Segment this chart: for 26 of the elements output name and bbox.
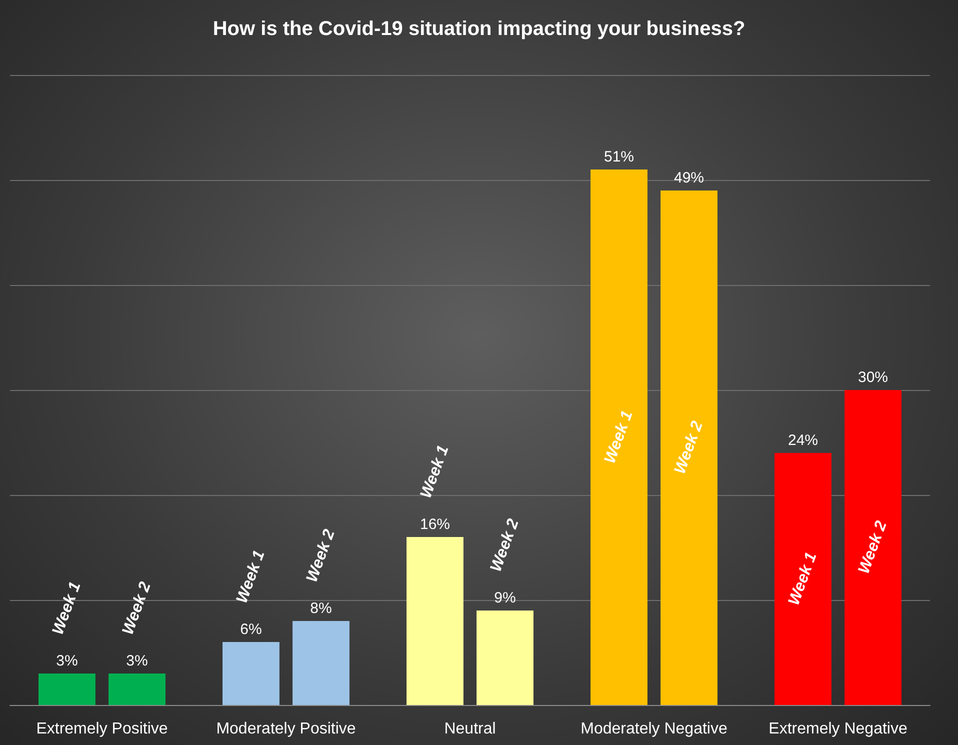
data-label: 8%	[310, 600, 332, 617]
series-label: Week 1	[602, 408, 636, 466]
text: Week 1	[50, 580, 84, 638]
x-tick-label: Neutral	[444, 720, 496, 738]
data-label: 9%	[494, 590, 516, 606]
x-tick-label: Extremely Positive	[36, 720, 168, 738]
data-label: 49%	[674, 170, 704, 186]
data-label: 51%	[604, 148, 634, 166]
x-tick-label: Moderately Positive	[216, 720, 356, 738]
data-label: 30%	[858, 369, 888, 386]
x-tick-label: Extremely Negative	[768, 720, 908, 738]
text: Week 2	[488, 516, 522, 574]
chart-title: How is the Covid-19 situation impacting your business?	[212, 18, 746, 40]
series-label: Week 2	[672, 418, 706, 476]
x-tick-label: Moderately Negative	[580, 720, 728, 738]
text: Week 1	[786, 550, 820, 608]
text: Week 1	[418, 443, 452, 501]
data-label: 6%	[240, 621, 262, 638]
text: Week 1	[234, 548, 268, 606]
text: Week 2	[856, 518, 890, 576]
data-label: 24%	[788, 432, 818, 449]
data-label: 3%	[56, 652, 78, 670]
text: Week 2	[304, 527, 338, 585]
data-label: 3%	[126, 652, 148, 670]
data-label: 16%	[420, 516, 450, 533]
text: Week 2	[120, 580, 154, 638]
